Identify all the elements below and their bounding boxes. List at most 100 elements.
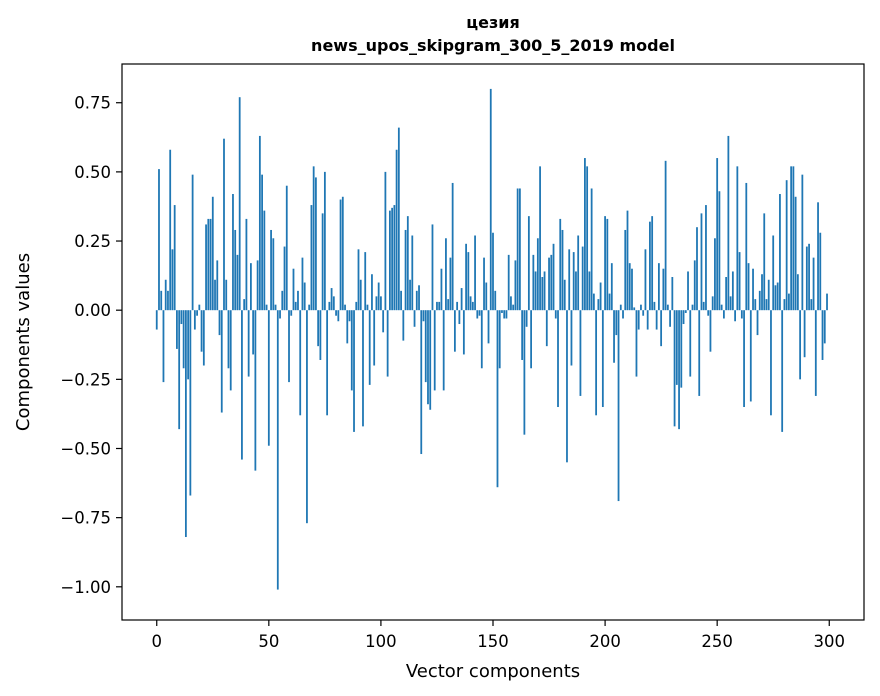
bar	[429, 310, 432, 410]
bar	[350, 310, 353, 391]
bar	[382, 310, 385, 333]
bar	[247, 310, 250, 377]
bar	[483, 257, 485, 311]
bar	[297, 290, 299, 311]
bar	[812, 257, 815, 311]
bar	[761, 274, 763, 311]
bar	[202, 310, 205, 366]
bar	[572, 252, 575, 311]
bar	[557, 310, 559, 408]
bar	[817, 202, 819, 311]
bar	[355, 301, 358, 311]
x-tick-label: 150	[477, 632, 509, 651]
bar	[559, 218, 562, 311]
bar	[660, 310, 663, 347]
x-tick-label: 100	[365, 632, 397, 651]
bar-series	[155, 88, 828, 590]
bar	[406, 216, 409, 311]
bar	[445, 238, 447, 311]
bar	[792, 166, 795, 311]
bar	[220, 310, 223, 413]
bar	[776, 282, 779, 311]
bar	[725, 277, 728, 311]
bar	[207, 218, 210, 311]
y-tick-label: −0.25	[60, 370, 111, 389]
bar	[799, 310, 802, 380]
bar	[279, 310, 281, 319]
bar	[657, 263, 660, 311]
bar	[675, 310, 678, 385]
bar	[274, 304, 277, 311]
bar	[227, 310, 230, 369]
bar	[702, 301, 705, 311]
bar	[258, 135, 261, 311]
bar	[337, 310, 340, 322]
bar	[785, 180, 788, 311]
bar	[453, 310, 456, 352]
bar	[765, 299, 768, 311]
bar	[270, 229, 272, 311]
bar	[729, 296, 732, 311]
bar	[622, 310, 624, 319]
bar	[758, 290, 761, 311]
bar	[344, 304, 346, 311]
y-tick-label: 0.75	[74, 94, 111, 113]
chart-title-line-1: цезия	[466, 13, 520, 32]
bar	[720, 304, 723, 311]
bar	[763, 213, 766, 311]
bar	[225, 279, 228, 311]
bar	[388, 210, 391, 311]
bar	[646, 310, 649, 330]
bar	[801, 174, 804, 311]
bar	[158, 169, 160, 311]
bar	[476, 310, 479, 319]
bar	[310, 205, 313, 311]
bar	[384, 171, 387, 311]
bar	[438, 301, 441, 311]
bar	[590, 188, 593, 311]
bar	[788, 293, 790, 311]
bar	[393, 205, 396, 311]
bar	[404, 229, 407, 311]
bar	[543, 271, 546, 311]
bar	[196, 310, 198, 316]
bar	[252, 310, 255, 355]
bar	[651, 216, 654, 311]
bar	[826, 293, 828, 311]
x-axis: 0 50 100 150 200 250 300	[151, 620, 845, 651]
y-axis-label: Components values	[13, 253, 34, 431]
bar	[604, 216, 606, 311]
bar	[738, 252, 741, 311]
bar	[716, 158, 719, 311]
bar	[595, 310, 598, 416]
bar	[409, 279, 411, 311]
bar	[471, 301, 474, 311]
bar	[581, 246, 584, 311]
bar	[512, 304, 515, 311]
bar	[781, 310, 784, 432]
y-tick-label: 0.50	[74, 163, 111, 182]
bar	[209, 218, 212, 311]
bar	[601, 310, 604, 408]
bar	[366, 304, 369, 311]
bar	[779, 194, 781, 311]
bar	[400, 290, 402, 311]
bar	[566, 310, 568, 463]
bar	[250, 263, 252, 311]
bar	[561, 229, 564, 311]
bar	[503, 310, 506, 319]
bar	[803, 310, 806, 358]
bar	[734, 310, 736, 322]
bar	[216, 260, 219, 311]
bar	[608, 293, 611, 311]
bar	[519, 188, 521, 311]
bar	[664, 160, 667, 311]
bar	[709, 310, 712, 352]
bar	[749, 310, 752, 402]
bar	[200, 310, 203, 352]
x-tick-label: 300	[814, 632, 846, 651]
bar	[458, 310, 461, 325]
bar	[821, 310, 824, 360]
bar	[440, 268, 443, 311]
bar	[521, 310, 524, 360]
